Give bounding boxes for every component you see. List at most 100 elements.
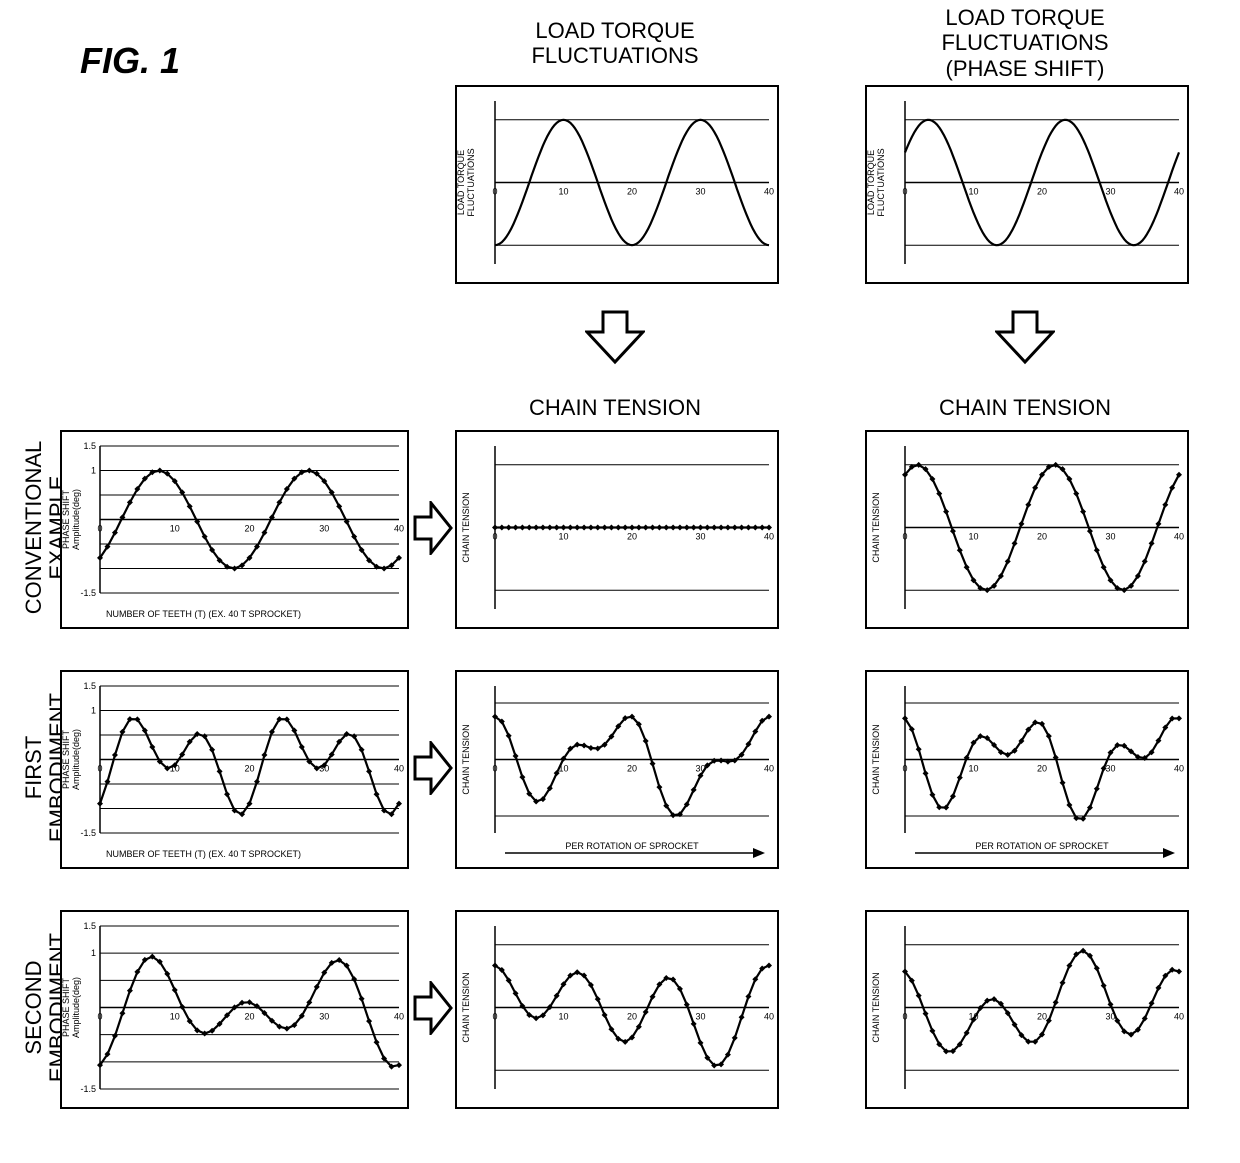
chart-second-tension: 0 10 20 30 40 CHAIN TENSION bbox=[455, 910, 779, 1109]
svg-text:0: 0 bbox=[902, 532, 907, 542]
svg-text:CHAIN TENSION: CHAIN TENSION bbox=[461, 724, 471, 794]
chart-first-phase: 010203040-1.511.5PHASE SHIFTAmplitude(de… bbox=[60, 670, 409, 869]
svg-text:10: 10 bbox=[170, 524, 180, 534]
svg-text:CHAIN TENSION: CHAIN TENSION bbox=[461, 972, 471, 1042]
svg-text:30: 30 bbox=[1105, 764, 1115, 774]
svg-text:20: 20 bbox=[627, 187, 637, 197]
svg-text:20: 20 bbox=[627, 1012, 637, 1022]
svg-text:1.5: 1.5 bbox=[83, 441, 96, 451]
svg-text:-1.5: -1.5 bbox=[80, 588, 96, 598]
svg-text:20: 20 bbox=[244, 764, 254, 774]
svg-text:CHAIN TENSION: CHAIN TENSION bbox=[871, 724, 881, 794]
svg-text:PHASE SHIFT: PHASE SHIFT bbox=[62, 489, 71, 549]
svg-text:0: 0 bbox=[492, 187, 497, 197]
svg-text:0: 0 bbox=[97, 1012, 102, 1022]
svg-text:CHAIN TENSION: CHAIN TENSION bbox=[871, 972, 881, 1042]
svg-text:1.5: 1.5 bbox=[83, 681, 96, 691]
svg-text:20: 20 bbox=[1037, 1012, 1047, 1022]
svg-text:Amplitude(deg): Amplitude(deg) bbox=[71, 489, 81, 550]
svg-text:NUMBER OF TEETH (T) (EX. 40 T: NUMBER OF TEETH (T) (EX. 40 T SPROCKET) bbox=[106, 609, 301, 619]
svg-text:10: 10 bbox=[968, 187, 978, 197]
svg-text:20: 20 bbox=[1037, 764, 1047, 774]
svg-text:10: 10 bbox=[558, 1012, 568, 1022]
svg-text:CHAIN TENSION: CHAIN TENSION bbox=[461, 492, 471, 562]
svg-text:0: 0 bbox=[902, 1012, 907, 1022]
svg-text:1: 1 bbox=[91, 948, 96, 958]
svg-text:0: 0 bbox=[97, 764, 102, 774]
svg-text:PHASE SHIFT: PHASE SHIFT bbox=[62, 729, 71, 789]
svg-text:0: 0 bbox=[902, 187, 907, 197]
svg-text:30: 30 bbox=[319, 1012, 329, 1022]
col3-header-mid: CHAIN TENSION bbox=[915, 395, 1135, 420]
svg-text:20: 20 bbox=[244, 1012, 254, 1022]
svg-text:10: 10 bbox=[968, 764, 978, 774]
right-arrow-icon bbox=[413, 981, 453, 1035]
svg-text:0: 0 bbox=[492, 1012, 497, 1022]
svg-text:30: 30 bbox=[695, 532, 705, 542]
svg-text:40: 40 bbox=[764, 764, 774, 774]
svg-text:20: 20 bbox=[244, 524, 254, 534]
svg-text:40: 40 bbox=[764, 1012, 774, 1022]
svg-text:40: 40 bbox=[1174, 187, 1184, 197]
svg-text:0: 0 bbox=[97, 524, 102, 534]
svg-text:-1.5: -1.5 bbox=[80, 1084, 96, 1094]
svg-text:0: 0 bbox=[902, 764, 907, 774]
svg-text:PER ROTATION OF SPROCKET: PER ROTATION OF SPROCKET bbox=[975, 841, 1109, 851]
svg-text:Amplitude(deg): Amplitude(deg) bbox=[71, 729, 81, 790]
svg-text:LOAD TORQUE: LOAD TORQUE bbox=[457, 150, 466, 215]
svg-text:20: 20 bbox=[627, 764, 637, 774]
svg-text:10: 10 bbox=[968, 532, 978, 542]
right-arrow-icon bbox=[413, 501, 453, 555]
svg-text:Amplitude(deg): Amplitude(deg) bbox=[71, 977, 81, 1038]
svg-text:1: 1 bbox=[91, 706, 96, 716]
svg-text:LOAD TORQUE: LOAD TORQUE bbox=[867, 150, 876, 215]
svg-text:10: 10 bbox=[170, 1012, 180, 1022]
svg-text:FLUCTUATIONS: FLUCTUATIONS bbox=[466, 148, 476, 216]
svg-text:30: 30 bbox=[319, 524, 329, 534]
svg-text:40: 40 bbox=[764, 187, 774, 197]
svg-text:10: 10 bbox=[558, 532, 568, 542]
chart-conventional-tension-shift: 0 10 20 30 40 CHAIN TENSION bbox=[865, 430, 1189, 629]
down-arrow-icon bbox=[995, 310, 1055, 365]
svg-text:FLUCTUATIONS: FLUCTUATIONS bbox=[876, 148, 886, 216]
svg-text:1: 1 bbox=[91, 466, 96, 476]
svg-text:PHASE SHIFT: PHASE SHIFT bbox=[62, 977, 71, 1037]
svg-text:30: 30 bbox=[1105, 187, 1115, 197]
figure-title: FIG. 1 bbox=[80, 40, 180, 82]
chart-second-tension-shift: 010203040CHAIN TENSION bbox=[865, 910, 1189, 1109]
svg-text:30: 30 bbox=[1105, 532, 1115, 542]
svg-text:40: 40 bbox=[764, 532, 774, 542]
chart-conventional-phase: 0 10 20 30 40 -1.5 1 1.5 PHASE SHIFTAmplitude(de… bbox=[60, 430, 409, 629]
svg-text:20: 20 bbox=[627, 532, 637, 542]
right-arrow-icon bbox=[413, 741, 453, 795]
svg-text:0: 0 bbox=[492, 764, 497, 774]
svg-text:NUMBER OF TEETH (T) (EX. 40 T: NUMBER OF TEETH (T) (EX. 40 T SPROCKET) bbox=[106, 849, 301, 859]
svg-text:40: 40 bbox=[394, 524, 404, 534]
svg-text:30: 30 bbox=[695, 1012, 705, 1022]
down-arrow-icon bbox=[585, 310, 645, 365]
chart-load-torque-phase-shift: 0 10 20 30 40 LOAD TORQUEFLUCTUATIONS bbox=[865, 85, 1189, 284]
chart-conventional-tension: 0 10 20 30 40 CHAIN TENSION bbox=[455, 430, 779, 629]
svg-text:40: 40 bbox=[394, 1012, 404, 1022]
svg-text:20: 20 bbox=[1037, 532, 1047, 542]
svg-text:20: 20 bbox=[1037, 187, 1047, 197]
svg-text:CHAIN TENSION: CHAIN TENSION bbox=[871, 492, 881, 562]
svg-text:PER ROTATION OF SPROCKET: PER ROTATION OF SPROCKET bbox=[565, 841, 699, 851]
svg-text:1.5: 1.5 bbox=[83, 921, 96, 931]
svg-text:-1.5: -1.5 bbox=[80, 828, 96, 838]
chart-second-phase: 0 10 20 30 40 -1.5 1 1.5 PHASE SHIFTAmplitude(de… bbox=[60, 910, 409, 1109]
svg-text:40: 40 bbox=[1174, 1012, 1184, 1022]
svg-text:30: 30 bbox=[695, 187, 705, 197]
svg-text:40: 40 bbox=[1174, 532, 1184, 542]
svg-text:0: 0 bbox=[492, 532, 497, 542]
col2-header-mid: CHAIN TENSION bbox=[505, 395, 725, 420]
svg-text:10: 10 bbox=[558, 187, 568, 197]
chart-first-tension: 010203040CHAIN TENSIONPER ROTATION OF SP… bbox=[455, 670, 779, 869]
svg-text:40: 40 bbox=[1174, 764, 1184, 774]
chart-first-tension-shift: 0 10 20 30 40 CHAIN TENSION PER ROTATION OF SP… bbox=[865, 670, 1189, 869]
chart-load-torque: 0 10 20 30 40 LOAD TORQUEFLUCTUATIONS bbox=[455, 85, 779, 284]
col2-header-top: LOAD TORQUE FLUCTUATIONS bbox=[470, 18, 760, 69]
svg-text:40: 40 bbox=[394, 764, 404, 774]
figure-stage: FIG. 1 LOAD TORQUE FLUCTUATIONS LOAD TOR… bbox=[0, 0, 1240, 1163]
col3-header-top: LOAD TORQUE FLUCTUATIONS (PHASE SHIFT) bbox=[880, 5, 1170, 81]
